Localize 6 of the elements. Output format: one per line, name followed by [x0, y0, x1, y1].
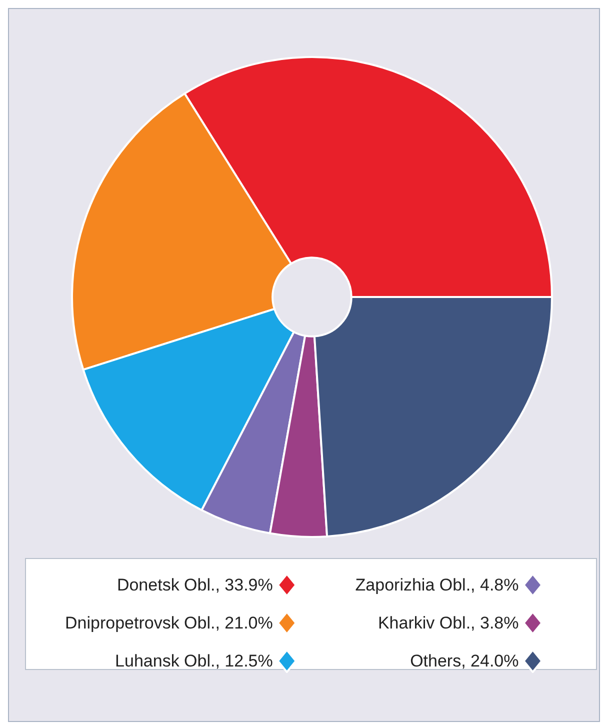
- legend-label: Others, 24.0%: [410, 652, 519, 670]
- legend-label: Kharkiv Obl., 3.8%: [378, 614, 519, 632]
- legend-label: Dnipropetrovsk Obl., 21.0%: [64, 614, 273, 632]
- legend-label: Donetsk Obl., 33.9%: [116, 576, 273, 594]
- legend-label: Zaporizhia Obl., 4.8%: [355, 576, 519, 594]
- legend-label: Luhansk Obl., 12.5%: [115, 652, 273, 670]
